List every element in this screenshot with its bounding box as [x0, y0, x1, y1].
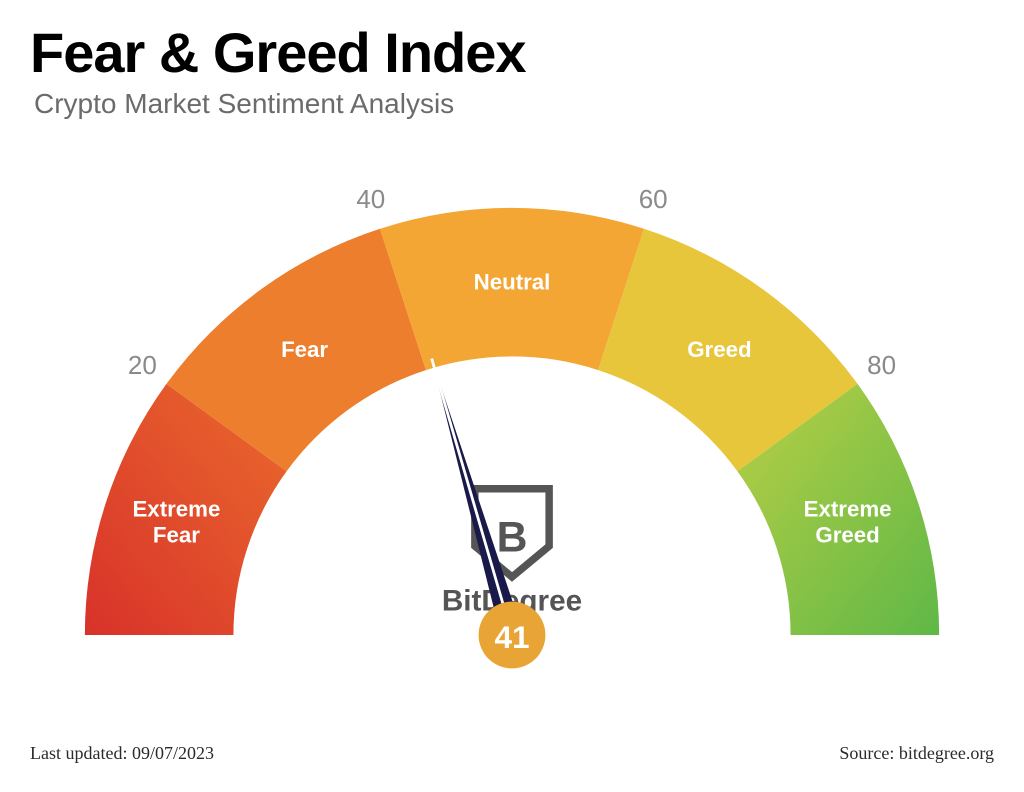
bitdegree-logo: BBitDegree	[442, 489, 582, 618]
gauge-tick-label: 40	[356, 184, 385, 214]
source-value: bitdegree.org	[899, 743, 994, 763]
gauge-segment-label: Fear	[281, 337, 328, 362]
last-updated-date: 09/07/2023	[132, 743, 214, 763]
source: Source: bitdegree.org	[839, 743, 994, 764]
page-subtitle: Crypto Market Sentiment Analysis	[34, 88, 454, 120]
source-prefix: Source:	[839, 743, 898, 763]
last-updated: Last updated: 09/07/2023	[30, 743, 214, 764]
last-updated-prefix: Last updated:	[30, 743, 132, 763]
gauge-tick-label: 80	[867, 350, 896, 380]
gauge-tick-label: 20	[128, 350, 157, 380]
gauge-segment-label: ExtremeGreed	[804, 497, 892, 548]
gauge-segment-label: Greed	[687, 337, 751, 362]
page-title: Fear & Greed Index	[30, 20, 526, 85]
gauge-segment-label: Neutral	[474, 270, 551, 295]
gauge-tick-label: 60	[639, 184, 668, 214]
gauge-chart: ExtremeFearFearNeutralGreedExtremeGreed2…	[32, 180, 992, 700]
svg-text:B: B	[497, 514, 528, 562]
gauge-value: 41	[494, 619, 529, 655]
gauge-svg: ExtremeFearFearNeutralGreedExtremeGreed2…	[32, 180, 992, 700]
